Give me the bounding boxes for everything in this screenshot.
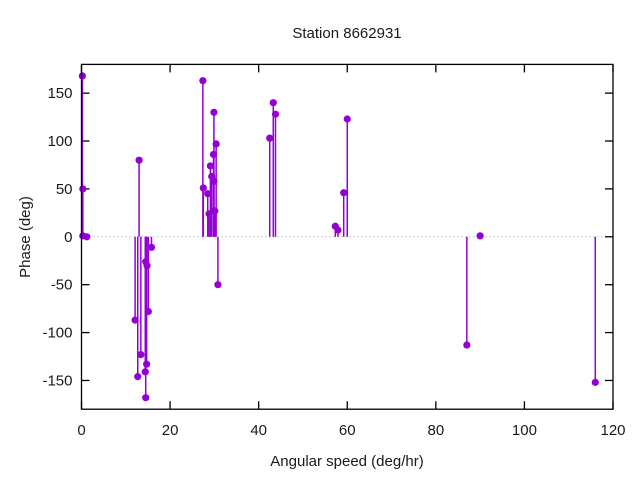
data-point	[269, 99, 277, 107]
data-point	[134, 373, 142, 381]
data-point	[206, 162, 214, 170]
y-tick-label: -150	[42, 372, 72, 389]
data-point	[205, 210, 213, 218]
plot-border	[80, 63, 614, 410]
data-point	[209, 150, 218, 159]
data-point	[131, 316, 139, 324]
y-axis-label: Phase (deg)	[17, 196, 34, 278]
data-point	[271, 110, 280, 118]
data-point	[463, 341, 471, 349]
data-point	[143, 360, 151, 368]
y-tick-label: 100	[47, 133, 72, 150]
data-point	[591, 378, 599, 386]
data-point	[204, 190, 212, 198]
data-point	[343, 115, 351, 123]
data-point	[266, 134, 274, 142]
data-point	[79, 185, 87, 193]
data-point	[210, 177, 218, 185]
ticks-layer: 0 20 40 60 80 100 120 -150 -100 -50 0 50 100 150	[42, 64, 626, 439]
x-axis-label: Angular speed (deg/hr)	[270, 453, 423, 470]
data-point	[144, 307, 152, 316]
plot-border-layer	[80, 63, 614, 410]
data-point	[137, 351, 145, 359]
chart-title: Station 8662931	[292, 25, 401, 42]
data-point	[210, 108, 218, 116]
x-tick-label: 100	[512, 422, 537, 439]
data-point	[199, 77, 207, 85]
y-tick-label: 0	[64, 229, 72, 246]
series-layer	[78, 72, 599, 402]
data-point	[83, 233, 91, 241]
x-tick-label: 80	[427, 422, 444, 439]
data-point	[211, 207, 219, 215]
data-point	[214, 281, 222, 289]
data-point	[78, 72, 86, 80]
data-point	[334, 226, 342, 234]
data-point	[147, 243, 156, 251]
data-point	[143, 261, 151, 270]
data-point	[135, 156, 143, 164]
data-point	[340, 189, 348, 197]
x-tick-label: 40	[250, 422, 267, 439]
data-point	[212, 140, 220, 148]
x-tick-label: 20	[162, 422, 179, 439]
y-tick-label: 150	[47, 85, 72, 102]
data-point	[141, 368, 149, 376]
y-tick-label: -50	[51, 277, 73, 294]
y-tick-label: 50	[56, 181, 73, 198]
data-point	[142, 394, 150, 402]
x-tick-label: 120	[600, 422, 625, 439]
x-tick-label: 60	[339, 422, 356, 439]
data-point	[476, 232, 484, 240]
x-tick-label: 0	[77, 422, 85, 439]
y-tick-label: -100	[42, 325, 72, 342]
data-point	[199, 184, 207, 192]
